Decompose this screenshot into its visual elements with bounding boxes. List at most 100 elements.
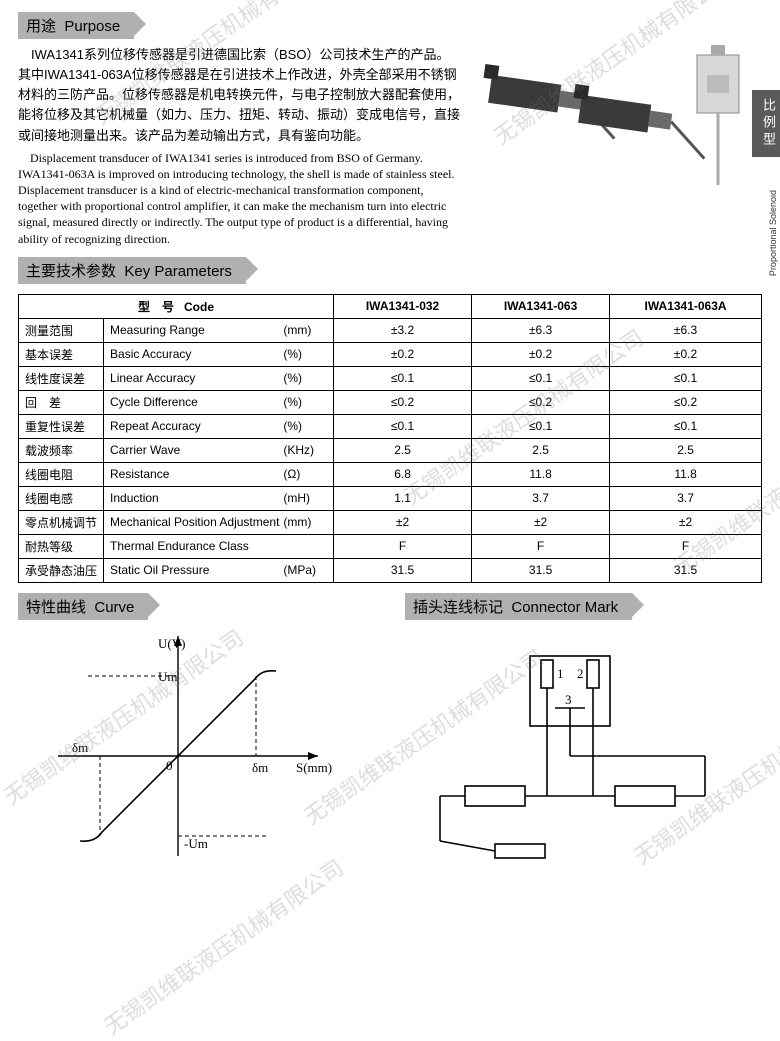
cell: 2.5	[334, 438, 472, 462]
row-label-cn: 基本误差	[19, 342, 104, 366]
table-row: 线圈电感Induction (mH)1.13.73.7	[19, 486, 762, 510]
cell: ±2	[610, 510, 762, 534]
cell: 3.7	[472, 486, 610, 510]
row-label-cn: 线性度误差	[19, 366, 104, 390]
pin2-label: 2	[577, 666, 584, 681]
row-label-cn: 耐热等级	[19, 534, 104, 558]
curve-dm-r: δm	[252, 760, 268, 775]
product-image	[472, 45, 762, 195]
section-title-cn: 主要技术参数	[26, 263, 116, 280]
row-label-en: Static Oil Pressure (MPa)	[104, 558, 334, 582]
section-header-connector: 插头连线标记 Connector Mark	[405, 593, 632, 620]
row-label-en: Mechanical Position Adjustment (mm)	[104, 510, 334, 534]
section-header-params: 主要技术参数 Key Parameters	[18, 257, 246, 284]
col-header: IWA1341-063A	[610, 294, 762, 318]
row-label-cn: 线圈电阻	[19, 462, 104, 486]
cell: F	[610, 534, 762, 558]
cell: ≤0.1	[472, 414, 610, 438]
cell: 2.5	[472, 438, 610, 462]
cell: 1.1	[334, 486, 472, 510]
side-tab-en: Proportional Solenoid	[768, 190, 778, 276]
cell: ±6.3	[610, 318, 762, 342]
row-label-en: Cycle Difference (%)	[104, 390, 334, 414]
section-title-en: Key Parameters	[124, 263, 232, 280]
curve-diagram: U(V) S(mm) Um -Um δm δm 0	[18, 626, 338, 886]
table-row: 载波频率Carrier Wave (KHz)2.52.52.5	[19, 438, 762, 462]
cell: ≤0.1	[472, 366, 610, 390]
row-label-cn: 零点机械调节	[19, 510, 104, 534]
section-title-en: Connector Mark	[511, 599, 618, 616]
section-title-cn: 插头连线标记	[413, 599, 503, 616]
cell: ±0.2	[472, 342, 610, 366]
cell: 6.8	[334, 462, 472, 486]
cell: 2.5	[610, 438, 762, 462]
row-label-cn: 回 差	[19, 390, 104, 414]
row-label-en: Induction (mH)	[104, 486, 334, 510]
pin3-label: 3	[565, 692, 572, 707]
row-label-en: Measuring Range (mm)	[104, 318, 334, 342]
row-label-en: Basic Accuracy (%)	[104, 342, 334, 366]
curve-dm-l: δm	[72, 740, 88, 755]
cell: ≤0.2	[334, 390, 472, 414]
row-label-en: Thermal Endurance Class	[104, 534, 334, 558]
curve-neg-um: -Um	[184, 836, 208, 851]
curve-origin: 0	[166, 758, 173, 773]
cell: 31.5	[610, 558, 762, 582]
connector-diagram: 1 2 3	[405, 626, 745, 886]
section-title-en: Curve	[94, 599, 134, 616]
section-header-purpose: 用途 Purpose	[18, 12, 134, 39]
row-label-en: Linear Accuracy (%)	[104, 366, 334, 390]
table-row: 基本误差Basic Accuracy (%)±0.2±0.2±0.2	[19, 342, 762, 366]
row-label-cn: 测量范围	[19, 318, 104, 342]
cell: ±2	[334, 510, 472, 534]
cell: 3.7	[610, 486, 762, 510]
row-label-en: Carrier Wave (KHz)	[104, 438, 334, 462]
curve-um: Um	[158, 669, 178, 684]
code-header-cn: 型 号	[138, 300, 174, 314]
col-header: IWA1341-032	[334, 294, 472, 318]
table-row: 测量范围Measuring Range (mm)±3.2±6.3±6.3	[19, 318, 762, 342]
table-row: 承受静态油压Static Oil Pressure (MPa)31.531.53…	[19, 558, 762, 582]
cell: 31.5	[334, 558, 472, 582]
purpose-text-en: Displacement transducer of IWA1341 serie…	[18, 150, 460, 247]
cell: ≤0.1	[610, 366, 762, 390]
row-label-cn: 线圈电感	[19, 486, 104, 510]
cell: ≤0.1	[334, 366, 472, 390]
section-title-cn: 特性曲线	[26, 599, 86, 616]
code-header: 型 号 Code	[19, 294, 334, 318]
table-row: 线性度误差Linear Accuracy (%)≤0.1≤0.1≤0.1	[19, 366, 762, 390]
pin1-label: 1	[557, 666, 564, 681]
table-row: 耐热等级Thermal Endurance Class FFF	[19, 534, 762, 558]
table-row: 线圈电阻Resistance (Ω)6.811.811.8	[19, 462, 762, 486]
curve-y-label: U(V)	[158, 636, 185, 651]
row-label-cn: 载波频率	[19, 438, 104, 462]
col-header: IWA1341-063	[472, 294, 610, 318]
section-title-en: Purpose	[64, 18, 120, 35]
cell: F	[334, 534, 472, 558]
cell: F	[472, 534, 610, 558]
cell: 31.5	[472, 558, 610, 582]
cell: ≤0.1	[334, 414, 472, 438]
row-label-cn: 承受静态油压	[19, 558, 104, 582]
parameters-table: 型 号 Code IWA1341-032 IWA1341-063 IWA1341…	[18, 294, 762, 583]
cell: ±3.2	[334, 318, 472, 342]
table-row: 重复性误差Repeat Accuracy (%)≤0.1≤0.1≤0.1	[19, 414, 762, 438]
cell: 11.8	[610, 462, 762, 486]
cell: ±2	[472, 510, 610, 534]
table-row: 回 差Cycle Difference (%)≤0.2≤0.2≤0.2	[19, 390, 762, 414]
cell: 11.8	[472, 462, 610, 486]
cell: ±0.2	[334, 342, 472, 366]
code-header-en: Code	[184, 300, 214, 314]
purpose-text-cn: IWA1341系列位移传感器是引进德国比索（BSO）公司技术生产的产品。其中IW…	[18, 45, 460, 146]
cell: ±6.3	[472, 318, 610, 342]
section-header-curve: 特性曲线 Curve	[18, 593, 148, 620]
row-label-en: Repeat Accuracy (%)	[104, 414, 334, 438]
curve-x-label: S(mm)	[296, 760, 332, 775]
cell: ≤0.2	[472, 390, 610, 414]
table-header-row: 型 号 Code IWA1341-032 IWA1341-063 IWA1341…	[19, 294, 762, 318]
cell: ≤0.1	[610, 414, 762, 438]
section-title-cn: 用途	[26, 18, 56, 35]
row-label-cn: 重复性误差	[19, 414, 104, 438]
cell: ≤0.2	[610, 390, 762, 414]
cell: ±0.2	[610, 342, 762, 366]
